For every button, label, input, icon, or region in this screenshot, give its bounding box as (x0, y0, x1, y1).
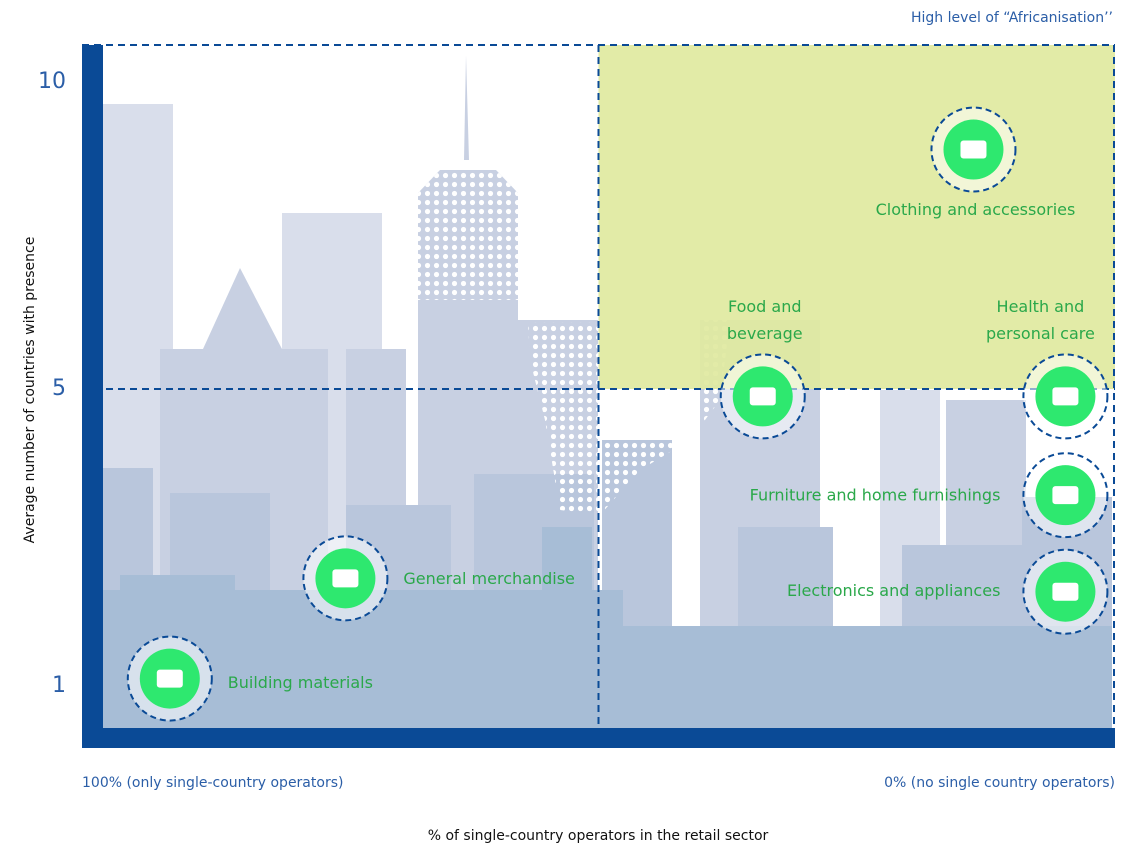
point-label: personal care (986, 324, 1095, 343)
point-icon (960, 140, 987, 159)
point-label: Furniture and home furnishings (750, 486, 1001, 505)
skyline-building (120, 575, 235, 595)
y-axis-label: Average number of countries with presenc… (22, 237, 38, 544)
point (719, 353, 806, 440)
skyline-building (542, 527, 592, 597)
skyline-building (602, 626, 1112, 728)
point-label: beverage (727, 324, 803, 343)
point-label: Food and (728, 297, 802, 316)
point-label: Health and (997, 297, 1085, 316)
y-axis-bar (82, 45, 103, 748)
y-tick-label: 5 (52, 376, 66, 401)
point (930, 106, 1017, 193)
point-icon (749, 387, 776, 406)
point-label: Electronics and appliances (787, 581, 1000, 600)
point-icon (1052, 387, 1079, 406)
point (302, 535, 389, 622)
point-icon (1052, 486, 1079, 505)
y-tick-label: 1 (52, 673, 66, 698)
x-tick-label: 100% (only single-country operators) (82, 775, 343, 791)
annotation: High level of “Africanisation’’ (911, 10, 1113, 26)
point-icon (156, 669, 183, 688)
x-axis-label: % of single-country operators in the ret… (428, 828, 769, 844)
point (1022, 548, 1109, 635)
skyline-building (464, 55, 469, 160)
point (1022, 353, 1109, 440)
dot-pattern (418, 170, 518, 300)
x-tick-label: 0% (no single country operators) (884, 775, 1115, 791)
y-tick-label: 10 (38, 69, 66, 94)
point-icon (1052, 582, 1079, 601)
plot-area: Building materials General merchandise Foo… (82, 44, 1115, 748)
point-label: Clothing and accessories (876, 200, 1076, 219)
point (1022, 452, 1109, 539)
x-axis-bar (82, 728, 1115, 748)
point (126, 635, 213, 722)
point-label: General merchandise (403, 569, 574, 588)
point-icon (332, 569, 359, 588)
highlight-quadrant (598, 45, 1115, 389)
point-label: Building materials (228, 673, 373, 692)
skyline-building (203, 268, 282, 349)
